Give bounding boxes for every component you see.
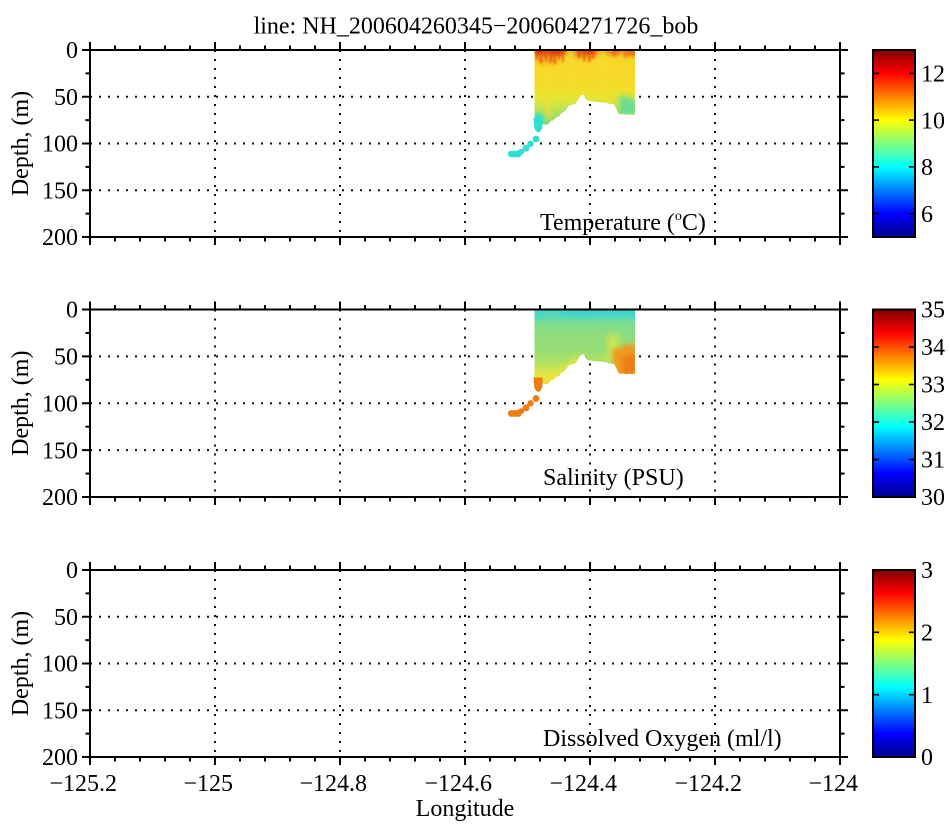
svg-text:Depth, (m): Depth, (m) — [8, 91, 34, 196]
svg-text:100: 100 — [42, 391, 78, 417]
svg-text:32: 32 — [921, 410, 945, 436]
svg-text:Longitude: Longitude — [416, 796, 515, 822]
svg-text:0: 0 — [66, 38, 78, 64]
svg-text:0: 0 — [921, 745, 933, 771]
svg-text:3: 3 — [921, 558, 933, 584]
svg-text:34: 34 — [921, 335, 945, 361]
svg-text:150: 150 — [42, 178, 78, 204]
svg-text:6: 6 — [921, 202, 933, 228]
svg-text:0: 0 — [66, 558, 78, 584]
svg-text:50: 50 — [54, 605, 78, 631]
svg-text:−124.2: −124.2 — [674, 771, 742, 797]
svg-text:100: 100 — [42, 132, 78, 158]
svg-text:150: 150 — [42, 438, 78, 464]
svg-text:Depth, (m): Depth, (m) — [8, 611, 34, 716]
svg-text:10: 10 — [921, 108, 945, 134]
svg-text:200: 200 — [42, 485, 78, 511]
svg-text:0: 0 — [66, 298, 78, 324]
svg-text:1: 1 — [921, 683, 933, 709]
svg-text:−124.4: −124.4 — [549, 771, 617, 797]
svg-text:−124: −124 — [808, 771, 858, 797]
svg-text:12: 12 — [921, 62, 945, 88]
svg-text:31: 31 — [921, 448, 945, 474]
svg-text:−124.6: −124.6 — [424, 771, 492, 797]
svg-text:30: 30 — [921, 485, 945, 511]
svg-text:−125: −125 — [183, 771, 233, 797]
svg-text:200: 200 — [42, 745, 78, 771]
svg-text:50: 50 — [54, 345, 78, 371]
svg-text:Salinity (PSU): Salinity (PSU) — [543, 465, 684, 491]
svg-text:Temperature (oC): Temperature (oC) — [540, 209, 706, 236]
svg-text:Dissolved Oxygen (ml/l): Dissolved Oxygen (ml/l) — [543, 726, 782, 752]
svg-text:150: 150 — [42, 699, 78, 725]
svg-text:35: 35 — [921, 298, 945, 324]
svg-text:−125.2: −125.2 — [49, 771, 117, 797]
svg-text:100: 100 — [42, 652, 78, 678]
svg-text:line: NH_200604260345−20060427: line: NH_200604260345−200604271726_bob — [254, 14, 699, 40]
svg-text:50: 50 — [54, 85, 78, 111]
svg-text:8: 8 — [921, 155, 933, 181]
svg-text:200: 200 — [42, 225, 78, 251]
svg-text:2: 2 — [921, 621, 933, 647]
svg-text:Depth, (m): Depth, (m) — [8, 351, 34, 456]
svg-text:33: 33 — [921, 373, 945, 399]
svg-text:−124.8: −124.8 — [299, 771, 367, 797]
